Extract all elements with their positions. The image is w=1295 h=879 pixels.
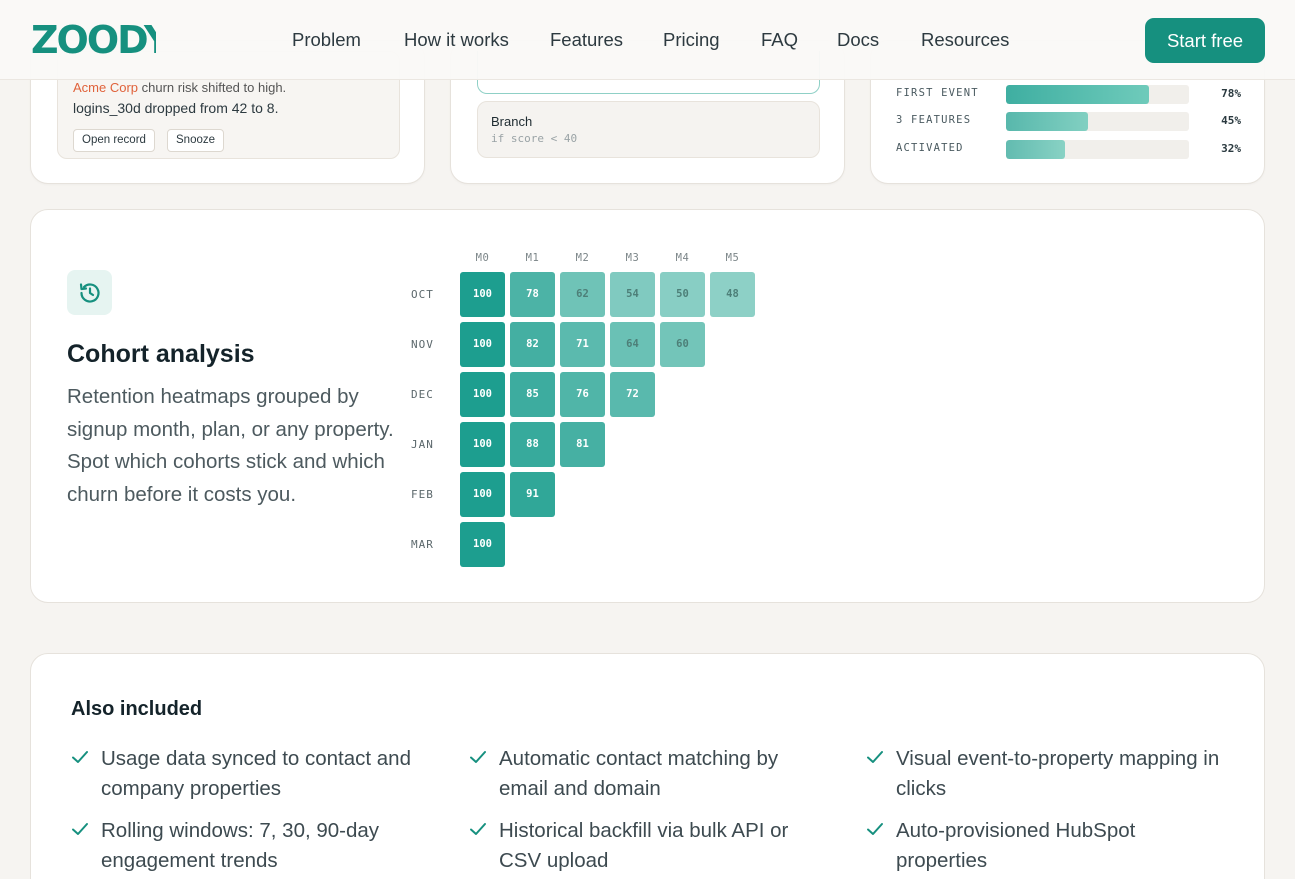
heatmap-column-label: M2 — [575, 252, 590, 264]
funnel-row: FIRST EVENT 78% — [871, 83, 1266, 105]
also-included-card: Also included Usage data synced to conta… — [30, 653, 1265, 879]
funnel-row: ACTIVATED 32% — [871, 138, 1266, 160]
heatmap-cell: 72 — [610, 372, 655, 417]
nav-features[interactable]: Features — [550, 29, 624, 50]
heatmap-cell: 100 — [460, 272, 505, 317]
included-feature-text: Usage data synced to contact and company… — [101, 747, 411, 800]
heatmap-row-label: JAN — [411, 438, 434, 451]
heatmap-cell: 100 — [460, 422, 505, 467]
cohort-analysis-card: Cohort analysis Retention heatmaps group… — [30, 209, 1265, 603]
heatmap-cell: 62 — [560, 272, 605, 317]
nav-pricing[interactable]: Pricing — [663, 29, 720, 50]
included-feature-text: Visual event-to-property mapping in clic… — [896, 747, 1220, 800]
heatmap-row-label: OCT — [411, 288, 434, 301]
heatmap-cell: 50 — [660, 272, 705, 317]
heatmap-cell: 81 — [560, 422, 605, 467]
site-header: ZOODY Problem How it works Features Pric… — [0, 0, 1295, 80]
check-icon — [867, 823, 883, 835]
nav-faq[interactable]: FAQ — [761, 29, 799, 50]
heatmap-cell: 88 — [510, 422, 555, 467]
nav-docs[interactable]: Docs — [837, 29, 880, 50]
heatmap-cell: 48 — [710, 272, 755, 317]
heatmap-cell: 82 — [510, 322, 555, 367]
start-free-button[interactable]: Start free — [1145, 18, 1265, 63]
funnel-track — [1006, 85, 1189, 104]
heatmap-column-label: M3 — [625, 252, 640, 264]
funnel-percent: 45% — [1221, 114, 1241, 127]
heatmap-column-label: M0 — [475, 252, 490, 264]
nav-problem[interactable]: Problem — [292, 29, 361, 50]
heatmap-cell: 100 — [460, 472, 505, 517]
heatmap-cell: 100 — [460, 372, 505, 417]
funnel-label: 3 FEATURES — [896, 114, 972, 126]
included-feature-text: Rolling windows: 7, 30, 90-day engagemen… — [101, 819, 380, 872]
heatmap-cell: 71 — [560, 322, 605, 367]
heatmap-cell: 54 — [610, 272, 655, 317]
nav-resources[interactable]: Resources — [921, 29, 1010, 50]
step-title: Branch — [491, 114, 533, 129]
check-icon — [72, 823, 88, 835]
heatmap-cell: 100 — [460, 522, 505, 567]
funnel-bar — [1006, 140, 1065, 159]
alert-cut-rest: churn risk shifted to high. — [138, 80, 287, 95]
check-icon — [470, 823, 486, 835]
cohort-description: Retention heatmaps grouped by signup mon… — [67, 385, 394, 506]
funnel-label: ACTIVATED — [896, 142, 964, 154]
heatmap-cell: 91 — [510, 472, 555, 517]
check-icon — [867, 751, 883, 763]
heatmap-row-label: FEB — [411, 488, 434, 501]
included-feature-text: Historical backfill via bulk API or CSV … — [499, 819, 789, 872]
history-icon — [67, 270, 112, 315]
check-icon — [72, 751, 88, 763]
zoody-logo[interactable]: ZOODY — [31, 18, 174, 65]
step-condition: if score < 40 — [491, 132, 578, 145]
heatmap-cell: 85 — [510, 372, 555, 417]
heatmap-column-label: M1 — [525, 252, 540, 264]
open-record-button[interactable]: Open record — [73, 129, 155, 152]
heatmap-column-label: M4 — [675, 252, 690, 264]
included-feature-text: Auto-provisioned HubSpot properties — [896, 819, 1136, 872]
heatmap-row-label: DEC — [411, 388, 434, 401]
funnel-bar — [1006, 112, 1089, 131]
cohort-title: Cohort analysis — [67, 340, 255, 368]
heatmap-cell: 76 — [560, 372, 605, 417]
heatmap-cell: 78 — [510, 272, 555, 317]
funnel-track — [1006, 112, 1189, 131]
alert-cut-line: Acme Corp churn risk shifted to high. — [73, 80, 286, 95]
also-included-title: Also included — [71, 698, 203, 720]
heatmap-row-label: MAR — [411, 538, 434, 551]
heatmap-row-label: NOV — [411, 338, 434, 351]
alert-detail: logins_30d dropped from 42 to 8. — [73, 100, 279, 116]
funnel-bar — [1006, 85, 1149, 104]
funnel-percent: 32% — [1221, 142, 1241, 155]
check-icon — [470, 751, 486, 763]
snooze-button[interactable]: Snooze — [167, 129, 225, 152]
nav-how-it-works[interactable]: How it works — [404, 29, 509, 50]
funnel-label: FIRST EVENT — [896, 87, 979, 99]
heatmap-cell: 60 — [660, 322, 705, 367]
alert-company: Acme Corp — [73, 80, 139, 95]
heatmap-column-label: M5 — [725, 252, 740, 264]
funnel-track — [1006, 140, 1189, 159]
included-feature-text: Automatic contact matching by email and … — [499, 747, 779, 800]
funnel-row: 3 FEATURES 45% — [871, 110, 1266, 132]
heatmap-cell: 100 — [460, 322, 505, 367]
funnel-percent: 78% — [1221, 87, 1241, 100]
svg-text:ZOODY: ZOODY — [31, 20, 156, 60]
workflow-step-branch: Branch if score < 40 — [477, 101, 820, 158]
heatmap-cell: 64 — [610, 322, 655, 367]
